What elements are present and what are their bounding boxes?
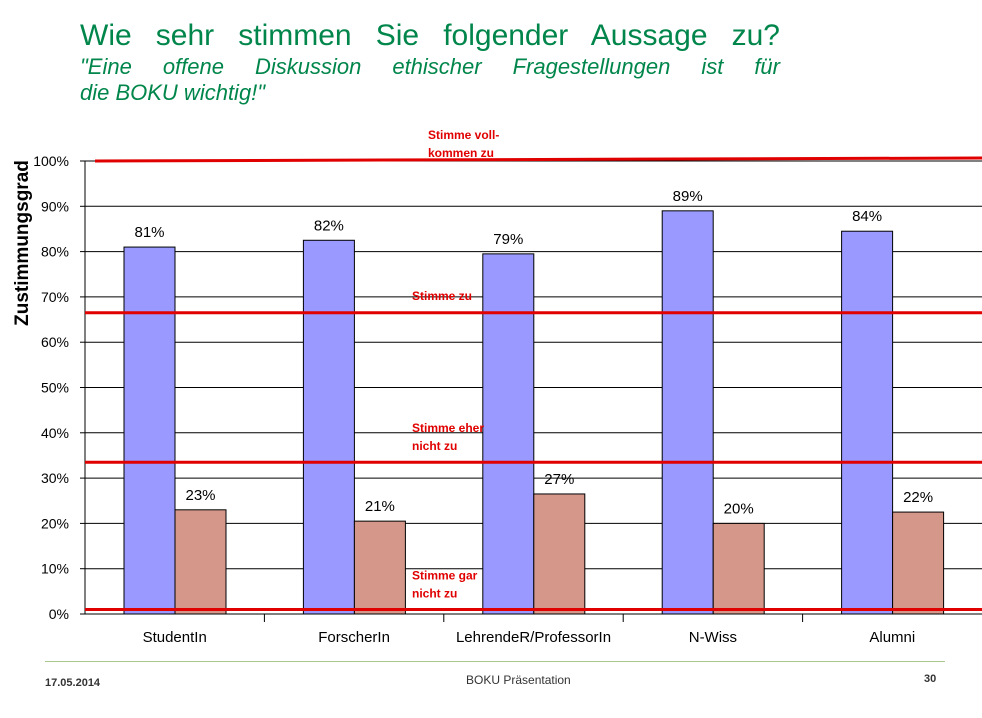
x-category-label: Alumni [869, 629, 915, 646]
y-tick-label: 60% [41, 334, 69, 350]
bar [174, 509, 227, 615]
bar-data-label: 84% [852, 208, 882, 225]
y-axis-label: Zustimmungsgrad [12, 160, 33, 326]
y-tick-label: 30% [41, 470, 69, 486]
x-category-label: ForscherIn [318, 629, 390, 646]
reference-line-label: nicht zu [412, 439, 457, 453]
slide-title: Wie sehr stimmen Sie folgender Aussage z… [80, 18, 780, 106]
y-tick-label: 20% [41, 515, 69, 531]
x-category-label: StudentIn [143, 629, 207, 646]
x-category-label: N-Wiss [689, 629, 737, 646]
y-tick-label: 100% [33, 153, 69, 169]
y-tick-label: 90% [41, 198, 69, 214]
bar-data-label: 89% [673, 188, 703, 205]
reference-line-label: Stimme gar [412, 568, 478, 582]
reference-line-label: Stimme voll- [428, 128, 499, 142]
bar [892, 511, 945, 615]
y-tick-label: 0% [49, 606, 69, 622]
bar-chart: 0% 10% 20% 30% 40% 50% 60% 70% 80% 90% 100% 81% 23%… [12, 128, 982, 646]
bar [482, 253, 535, 615]
bar-data-label: 21% [365, 498, 395, 515]
footer-presentation-name: BOKU Präsentation [466, 673, 571, 687]
y-tick-label: 80% [41, 244, 69, 260]
bar-data-label: 27% [544, 471, 574, 488]
bar-data-labels: 81% 23% 82% 21% 79% 27% 89% 20% 84% 22% [134, 188, 933, 518]
footer-date: 17.05.2014 [45, 677, 101, 689]
bar [841, 230, 894, 615]
bar [302, 239, 355, 615]
reference-line-label: kommen zu [428, 146, 494, 160]
y-tick-label: 40% [41, 425, 69, 441]
bar [533, 493, 586, 615]
title-statement-line2: die BOKU wichtig!" [80, 80, 266, 105]
bar-data-label: 79% [493, 231, 523, 248]
bar-data-label: 81% [134, 224, 164, 241]
reference-lines: Stimme voll-kommen zu Stimme zu Stimme ehe… [85, 128, 982, 611]
y-tick-label: 70% [41, 289, 69, 305]
reference-line-label: nicht zu [412, 586, 457, 600]
bar [661, 210, 714, 615]
bar [123, 246, 176, 615]
y-axis-ticks: 0% 10% 20% 30% 40% 50% 60% 70% 80% 90% 100% [33, 153, 85, 622]
title-question: Wie sehr stimmen Sie folgender Aussage z… [80, 19, 780, 52]
bar-data-label: 20% [724, 500, 754, 517]
footer-page-number: 30 [924, 673, 937, 685]
bar [353, 520, 406, 615]
bar-data-label: 22% [903, 489, 933, 506]
y-tick-label: 50% [41, 380, 69, 396]
x-category-label: LehrendeR/ProfessorIn [456, 629, 611, 646]
y-tick-label: 10% [41, 561, 69, 577]
bar-data-label: 23% [185, 487, 215, 504]
x-axis-categories: StudentIn ForscherIn LehrendeR/ProfessorIn… [143, 614, 915, 646]
reference-line-label: Stimme eher [412, 421, 484, 435]
reference-line [94, 156, 982, 163]
bar [712, 522, 765, 615]
title-statement-line1: "Eine offene Diskussion ethischer Frages… [80, 54, 780, 79]
reference-line-label: Stimme zu [412, 289, 472, 303]
bar-data-label: 82% [314, 217, 344, 234]
chart-bars [123, 210, 945, 615]
footer-divider [45, 661, 945, 662]
